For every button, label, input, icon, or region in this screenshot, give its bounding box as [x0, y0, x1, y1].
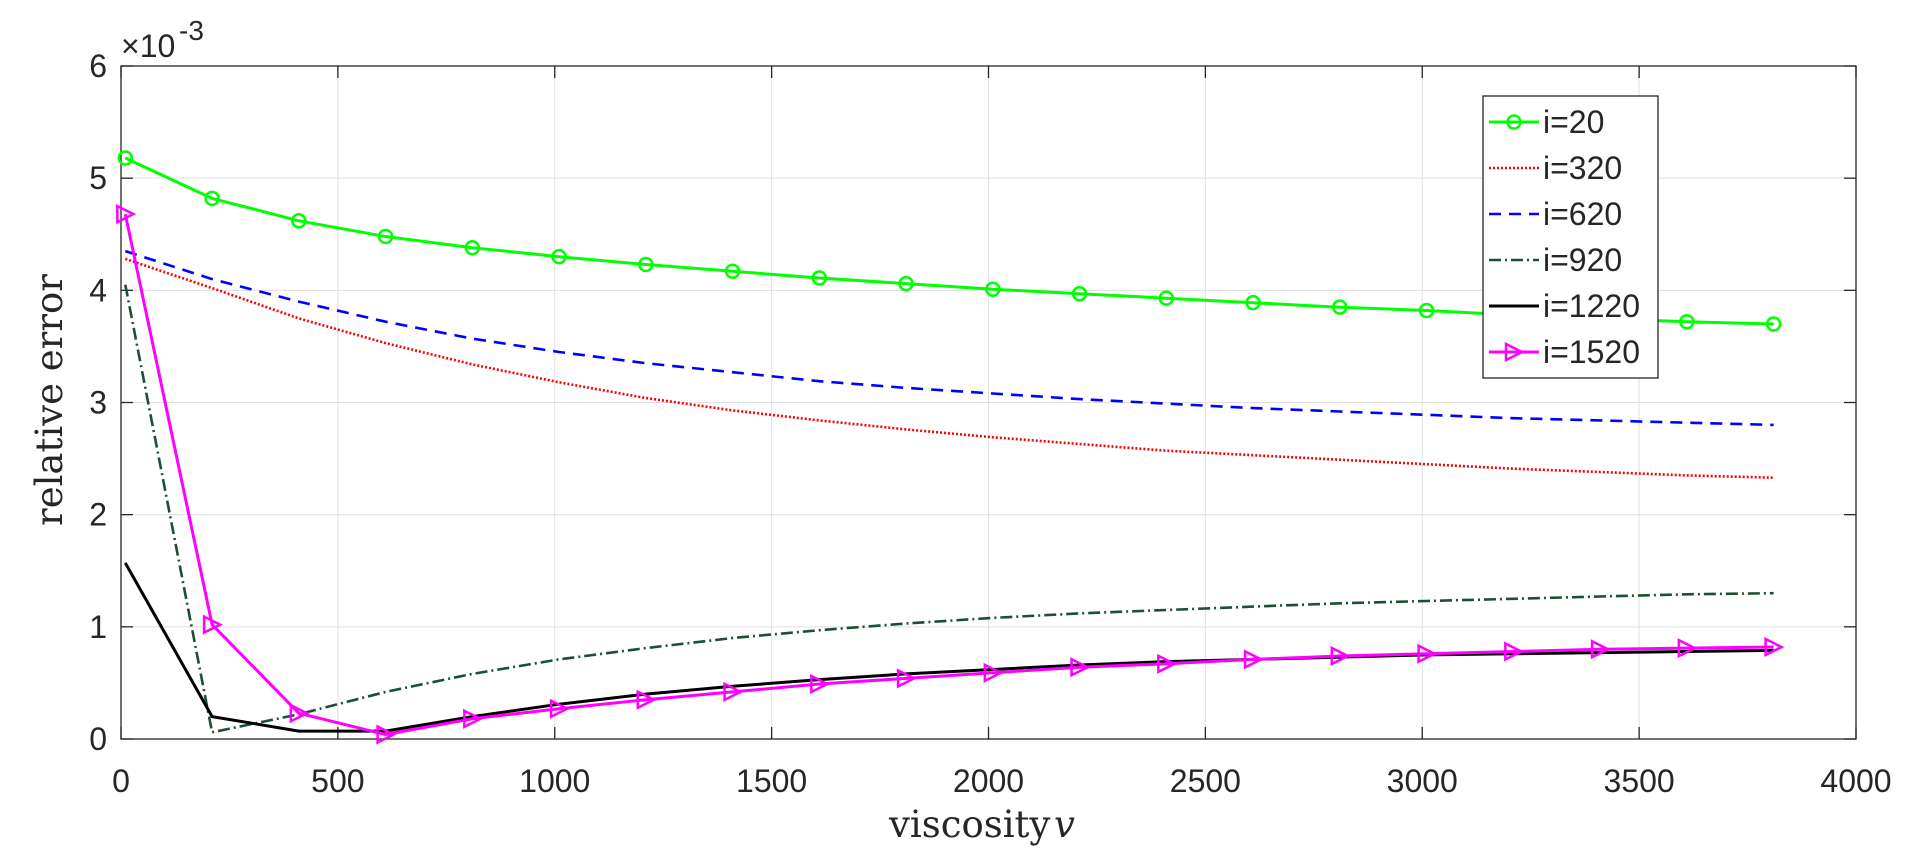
x-tick-label: 2500: [1170, 763, 1241, 799]
data-point: [1243, 649, 1264, 670]
data-point: [1764, 637, 1785, 658]
data-point: [1071, 285, 1088, 302]
legend: i=20 i=320 i=620 i=920 i=1220 i=1520: [1482, 95, 1659, 379]
data-point: [1677, 638, 1698, 659]
y-exponent-power: -3: [179, 15, 204, 46]
legend-label: i=920: [1543, 242, 1622, 278]
data-point: [983, 662, 1004, 683]
data-point: [204, 190, 220, 207]
series-i=1520: [116, 204, 1785, 745]
x-tick-label: 1500: [736, 763, 807, 799]
data-point: [636, 689, 657, 710]
data-point: [551, 248, 567, 265]
data-point: [289, 703, 310, 724]
data-point: [1417, 643, 1438, 664]
data-point: [638, 256, 654, 273]
data-point: [1332, 299, 1348, 315]
y-tick-label: 4: [89, 272, 107, 308]
data-point: [1070, 657, 1091, 678]
y-exponent-base: ×10: [121, 28, 175, 64]
legend-box: [1482, 95, 1659, 379]
data-point: [1679, 313, 1695, 330]
legend-marker: [1504, 341, 1525, 363]
x-axis-label: viscosity: [888, 803, 1050, 846]
series-line-i=920: [124, 284, 1774, 734]
x-tick-label: 2000: [953, 763, 1024, 799]
series-line-i=1220: [123, 562, 1774, 733]
legend-marker: [1506, 114, 1522, 130]
legend-label: i=620: [1543, 196, 1622, 232]
x-tick-label: 1000: [519, 763, 590, 799]
data-point: [898, 275, 914, 292]
x-tick-label: 3500: [1604, 763, 1675, 799]
series-line-i=320: [124, 257, 1774, 479]
data-point: [1158, 290, 1175, 306]
y-tick-label: 6: [89, 48, 107, 84]
x-tick-label: 500: [311, 763, 364, 799]
series-line-i=620: [124, 249, 1774, 427]
y-tick-label: 3: [89, 385, 107, 421]
data-point: [1504, 641, 1525, 662]
data-point: [1590, 639, 1611, 660]
x-tick-label: 3000: [1387, 763, 1458, 799]
data-point: [1418, 302, 1435, 319]
data-point: [116, 204, 137, 225]
data-point: [985, 281, 1001, 297]
axis-ticks: 0 500 1000 1500 2000 2500 3000 3500 4000 0 1 2 3 4 5 6: [89, 48, 1891, 799]
y-tick-label: 0: [89, 721, 107, 757]
data-point: [463, 708, 484, 729]
data-point: [1157, 653, 1178, 674]
x-tick-label: 0: [112, 763, 130, 799]
data-point: [117, 150, 134, 166]
series-i=620: [124, 249, 1774, 427]
y-tick-label: 5: [89, 160, 107, 196]
series-i=320: [124, 257, 1774, 479]
legend-label: i=1520: [1543, 334, 1640, 370]
data-point: [1330, 645, 1351, 667]
series-i=1220: [123, 562, 1774, 733]
y-tick-label: 1: [89, 609, 107, 645]
y-axis-label: relative error: [28, 274, 71, 526]
data-point: [896, 668, 917, 689]
data-point: [376, 724, 397, 745]
data-point: [723, 681, 744, 702]
data-point: [549, 698, 570, 719]
x-tick-label: 4000: [1820, 763, 1891, 799]
data-point: [202, 614, 223, 635]
data-point: [377, 228, 394, 245]
series-line-i=1520: [123, 213, 1774, 736]
data-point: [464, 239, 481, 256]
data-point: [1245, 294, 1261, 311]
legend-label: i=1220: [1543, 288, 1640, 324]
y-tick-label: 2: [89, 497, 107, 533]
legend-label: i=20: [1543, 104, 1604, 140]
legend-label: i=320: [1543, 150, 1622, 186]
series-i=920: [124, 284, 1774, 734]
x-axis-symbol: v: [1054, 803, 1075, 846]
data-point: [724, 263, 741, 280]
data-point: [810, 674, 831, 695]
data-point: [1765, 316, 1782, 332]
data-point: [811, 270, 828, 286]
data-point: [291, 213, 307, 229]
